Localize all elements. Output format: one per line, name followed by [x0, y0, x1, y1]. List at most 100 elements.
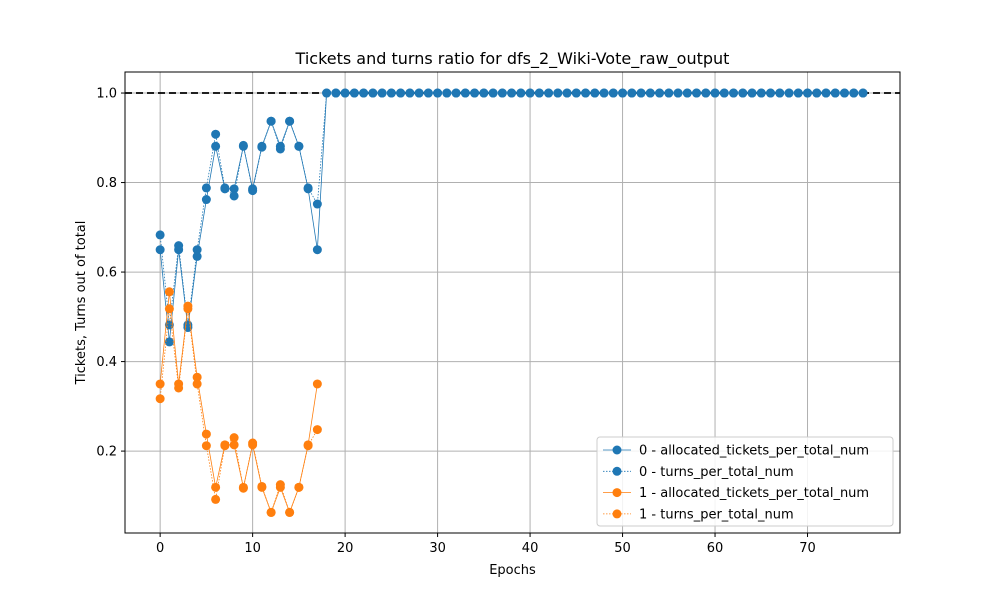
data-point [516, 88, 526, 98]
data-point [525, 88, 535, 98]
legend-entries: 0 - allocated_tickets_per_total_num 0 - t… [603, 444, 869, 522]
data-point [682, 88, 692, 98]
data-point [201, 441, 211, 451]
data-point [331, 88, 341, 98]
data-point [803, 88, 813, 98]
data-point [460, 88, 470, 98]
data-point [710, 88, 720, 98]
x-tick-label: 20 [337, 541, 354, 556]
data-point [470, 88, 480, 98]
data-point [507, 88, 517, 98]
data-point [544, 88, 554, 98]
data-point [766, 88, 776, 98]
data-point [211, 129, 221, 139]
data-point [174, 241, 184, 251]
data-point [248, 438, 258, 448]
data-point [192, 379, 202, 389]
x-tick-label: 30 [429, 541, 446, 556]
data-point [312, 425, 322, 435]
data-point [571, 88, 581, 98]
data-point [433, 88, 443, 98]
data-point [368, 88, 378, 98]
series-1 [155, 88, 868, 330]
x-tick-label: 60 [707, 541, 724, 556]
y-tick-label: 0.6 [96, 266, 117, 281]
data-point [673, 88, 683, 98]
data-point [756, 88, 766, 98]
x-tick-label: 50 [614, 541, 631, 556]
x-tick-label: 40 [522, 541, 539, 556]
data-point [285, 507, 295, 517]
data-point [821, 88, 831, 98]
data-point [359, 88, 369, 98]
data-point [830, 88, 840, 98]
data-point [229, 433, 239, 443]
series-3 [155, 304, 322, 517]
data-point [238, 140, 248, 150]
data-point [201, 183, 211, 193]
data-point [312, 379, 322, 389]
data-point [858, 88, 868, 98]
data-point [164, 304, 174, 314]
legend: 0 - allocated_tickets_per_total_num 0 - t… [596, 436, 894, 527]
data-point [164, 337, 174, 347]
data-point [349, 88, 359, 98]
data-point [377, 88, 387, 98]
y-tick-label: 0.2 [96, 445, 117, 460]
y-tick-label: 0.8 [96, 176, 117, 191]
data-point [183, 304, 193, 314]
data-point [562, 88, 572, 98]
data-point [192, 372, 202, 382]
data-point [534, 88, 544, 98]
axis-ticks: 0 10 20 30 40 50 60 70 0.2 0.4 0.6 0.8 1.0 [96, 87, 815, 556]
data-point [488, 88, 498, 98]
data-point [793, 88, 803, 98]
data-point [211, 494, 221, 504]
legend-marker [612, 509, 622, 519]
data-point [312, 245, 322, 255]
data-point [645, 88, 655, 98]
legend-marker [612, 466, 622, 476]
data-point [266, 507, 276, 517]
data-point [248, 186, 258, 196]
data-point [553, 88, 563, 98]
legend-box [596, 436, 894, 527]
data-point [303, 183, 313, 193]
y-tick-label: 1.0 [96, 87, 117, 102]
data-point [775, 88, 785, 98]
data-point [692, 88, 702, 98]
data-point [257, 142, 267, 152]
x-tick-label: 70 [799, 541, 816, 556]
data-point [275, 480, 285, 490]
series-group [155, 88, 868, 517]
data-point [423, 88, 433, 98]
data-point [719, 88, 729, 98]
data-point [294, 482, 304, 492]
data-point [322, 88, 332, 98]
data-point [220, 183, 230, 193]
data-point [340, 88, 350, 98]
data-point [396, 88, 406, 98]
data-point [590, 88, 600, 98]
data-point [285, 116, 295, 126]
legend-label: 0 - turns_per_total_num [639, 465, 794, 480]
data-point [201, 195, 211, 205]
data-point [155, 245, 165, 255]
data-point [275, 144, 285, 154]
data-point [386, 88, 396, 98]
data-point [303, 441, 313, 451]
data-point [192, 251, 202, 261]
data-point [497, 88, 507, 98]
plot-frame [124, 71, 901, 534]
data-point [174, 383, 184, 393]
chart-title: Tickets and turns ratio for dfs_2_Wiki-V… [295, 49, 730, 69]
data-point [220, 441, 230, 451]
data-point [664, 88, 674, 98]
data-point [164, 287, 174, 297]
data-point [627, 88, 637, 98]
y-tick-label: 0.4 [96, 355, 117, 370]
data-point [229, 440, 239, 450]
data-point [211, 482, 221, 492]
data-point [238, 483, 248, 493]
legend-label: 1 - turns_per_total_num [639, 507, 794, 522]
